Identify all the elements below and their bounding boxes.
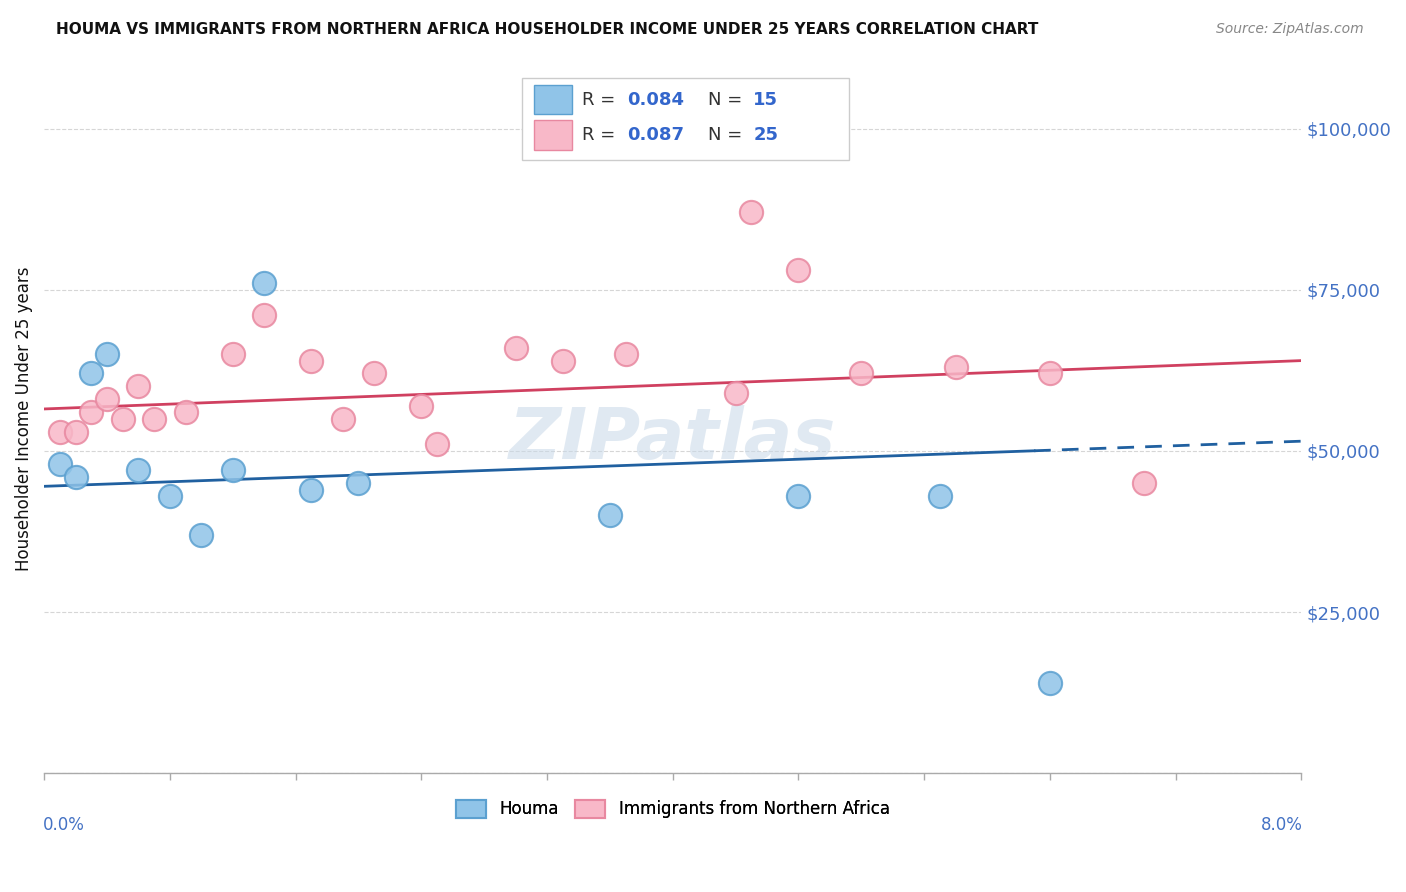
Point bbox=[1039, 676, 1062, 690]
Point bbox=[945, 359, 967, 374]
Point bbox=[80, 405, 103, 419]
Point bbox=[127, 379, 149, 393]
Text: Source: ZipAtlas.com: Source: ZipAtlas.com bbox=[1216, 22, 1364, 37]
Point bbox=[221, 347, 243, 361]
Point bbox=[1133, 476, 1156, 491]
Point bbox=[599, 508, 621, 523]
Point bbox=[190, 527, 212, 541]
Point bbox=[426, 437, 449, 451]
Text: 0.084: 0.084 bbox=[627, 90, 685, 109]
Text: 0.087: 0.087 bbox=[627, 126, 685, 144]
Point bbox=[1039, 367, 1062, 381]
Point bbox=[221, 463, 243, 477]
Point bbox=[174, 405, 197, 419]
Point bbox=[65, 425, 87, 439]
Text: 8.0%: 8.0% bbox=[1261, 816, 1302, 834]
Point bbox=[332, 411, 354, 425]
Point bbox=[96, 392, 118, 407]
Point bbox=[159, 489, 181, 503]
Point bbox=[143, 411, 166, 425]
Text: N =: N = bbox=[707, 90, 748, 109]
Point bbox=[80, 367, 103, 381]
Point bbox=[724, 385, 747, 400]
FancyBboxPatch shape bbox=[522, 78, 849, 160]
Point bbox=[111, 411, 134, 425]
Y-axis label: Householder Income Under 25 years: Householder Income Under 25 years bbox=[15, 267, 32, 571]
FancyBboxPatch shape bbox=[534, 120, 572, 150]
Point bbox=[787, 489, 810, 503]
Point bbox=[49, 425, 72, 439]
Text: HOUMA VS IMMIGRANTS FROM NORTHERN AFRICA HOUSEHOLDER INCOME UNDER 25 YEARS CORRE: HOUMA VS IMMIGRANTS FROM NORTHERN AFRICA… bbox=[56, 22, 1039, 37]
Point bbox=[505, 341, 527, 355]
Text: ZIPatlas: ZIPatlas bbox=[509, 405, 837, 475]
FancyBboxPatch shape bbox=[534, 85, 572, 114]
Point bbox=[551, 353, 574, 368]
Point bbox=[928, 489, 950, 503]
Text: N =: N = bbox=[707, 126, 748, 144]
Point bbox=[347, 476, 370, 491]
Legend: Houma, Immigrants from Northern Africa: Houma, Immigrants from Northern Africa bbox=[449, 793, 896, 825]
Point bbox=[127, 463, 149, 477]
Point bbox=[96, 347, 118, 361]
Point bbox=[363, 367, 385, 381]
Point bbox=[851, 367, 873, 381]
Text: 0.0%: 0.0% bbox=[42, 816, 84, 834]
Point bbox=[740, 205, 762, 219]
Point bbox=[65, 469, 87, 483]
Point bbox=[299, 353, 322, 368]
Point bbox=[614, 347, 637, 361]
Text: 25: 25 bbox=[754, 126, 778, 144]
Point bbox=[253, 309, 276, 323]
Point bbox=[411, 399, 433, 413]
Point bbox=[253, 277, 276, 291]
Point bbox=[299, 483, 322, 497]
Text: 15: 15 bbox=[754, 90, 778, 109]
Point bbox=[49, 457, 72, 471]
Text: R =: R = bbox=[582, 126, 621, 144]
Point bbox=[787, 263, 810, 277]
Text: R =: R = bbox=[582, 90, 621, 109]
